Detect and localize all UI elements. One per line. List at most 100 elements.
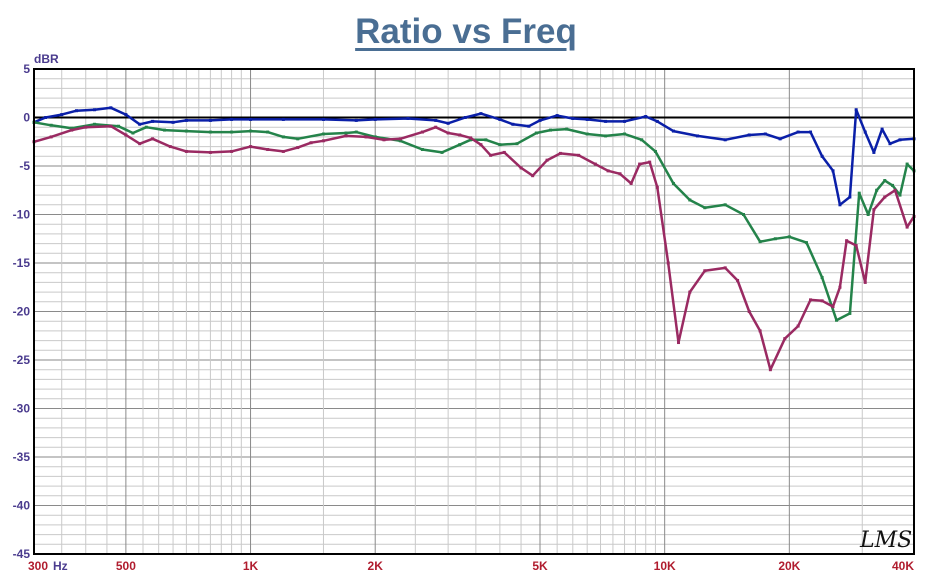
series-1-point	[872, 150, 876, 154]
series-3-point	[677, 341, 681, 345]
series-3-point	[905, 225, 909, 229]
series-2-point	[866, 213, 870, 216]
series-1-point	[863, 130, 867, 134]
series-3-point	[831, 305, 835, 309]
series-3-point	[434, 125, 438, 129]
series-2-point	[857, 191, 861, 195]
series-2-point	[163, 128, 167, 132]
series-1-point	[555, 114, 559, 118]
series-2-point	[131, 131, 135, 135]
series-2-point	[354, 130, 358, 134]
series-3-point	[872, 208, 876, 212]
series-3-point	[398, 137, 402, 141]
series-1-point	[230, 117, 234, 121]
series-2-point	[321, 132, 325, 136]
series-3-point	[502, 150, 506, 154]
y-tick-label: -25	[13, 353, 31, 367]
series-2-point	[671, 181, 675, 185]
series-2-point	[184, 129, 188, 133]
series-1-point	[281, 117, 285, 121]
y-tick-label: 5	[23, 62, 30, 76]
series-3-point	[747, 310, 751, 313]
series-1-point	[171, 120, 175, 124]
x-tick-label: 5K	[532, 559, 548, 573]
series-2-point	[640, 138, 644, 142]
x-tick-label: 10K	[654, 559, 676, 573]
series-3-point	[84, 125, 88, 129]
series-3-point	[519, 166, 523, 170]
series-3-point	[124, 133, 128, 137]
series-3-point	[893, 188, 897, 192]
series-2-point	[498, 143, 502, 147]
x-unit-label: Hz	[53, 559, 68, 573]
series-1-point	[124, 113, 128, 117]
series-2-point	[373, 135, 377, 139]
series-3-point	[655, 185, 659, 189]
series-2-point	[484, 138, 488, 142]
plot-frame	[33, 68, 915, 555]
series-2-point	[875, 188, 879, 192]
series-3-point	[321, 139, 325, 143]
series-2-point	[773, 237, 777, 241]
series-2-point	[565, 127, 569, 131]
series-1-point	[820, 154, 824, 158]
series-3-point	[863, 280, 867, 284]
series-2-point	[144, 125, 148, 129]
chart-title: Ratio vs Freq	[355, 12, 577, 51]
series-3-point	[723, 266, 727, 270]
series-3-point	[458, 133, 462, 137]
series-3-point	[138, 142, 142, 146]
series-3-point	[783, 337, 787, 341]
series-2-point	[883, 179, 887, 183]
series-1-point	[695, 134, 699, 138]
series-2-point	[623, 132, 627, 136]
series-2-point	[804, 241, 808, 245]
x-tick-label: 1K	[243, 559, 259, 573]
series-1-point	[623, 119, 627, 123]
series-3-point	[629, 181, 633, 185]
y-tick-label: -10	[13, 208, 31, 222]
series-3-point	[469, 136, 473, 140]
series-3-point	[703, 269, 707, 273]
series-1-point	[848, 195, 852, 199]
x-tick-label: 40K	[892, 559, 914, 573]
series-1-point	[321, 117, 325, 121]
series-2-point	[848, 311, 852, 315]
series-1-point	[249, 117, 253, 121]
series-3-point	[281, 149, 285, 153]
series-3-point	[446, 131, 450, 135]
series-1-point	[354, 118, 358, 122]
series-2-point	[820, 276, 824, 280]
series-line-3	[33, 124, 916, 371]
series-2-point	[703, 206, 707, 210]
series-2-point	[440, 150, 444, 154]
series-2-point	[905, 162, 909, 166]
series-1-point	[511, 122, 515, 126]
series-3-point	[151, 137, 155, 141]
series-3-point	[666, 261, 670, 265]
series-3-point	[688, 290, 692, 294]
series-1-point	[527, 124, 531, 128]
series-2-point	[585, 132, 589, 136]
series-2-point	[117, 124, 121, 128]
series-2-point	[688, 198, 692, 202]
series-2-point	[458, 143, 462, 147]
series-3-point	[70, 128, 74, 132]
series-3-point	[296, 146, 300, 150]
series-3-point	[479, 143, 483, 147]
series-3-point	[168, 145, 172, 149]
y-tick-label: -5	[19, 159, 30, 173]
series-1-point	[809, 130, 813, 134]
series-1-point	[723, 138, 727, 142]
y-tick-label: -20	[13, 305, 31, 319]
series-2-point	[93, 122, 97, 126]
series-line-2	[33, 121, 915, 322]
series-1-point	[75, 109, 79, 113]
series-2-point	[420, 148, 424, 152]
series-2-point	[398, 139, 402, 143]
series-3-point	[49, 135, 53, 139]
series-1-point	[604, 119, 608, 123]
series-1-point	[479, 112, 483, 116]
series-1-point	[763, 132, 767, 136]
